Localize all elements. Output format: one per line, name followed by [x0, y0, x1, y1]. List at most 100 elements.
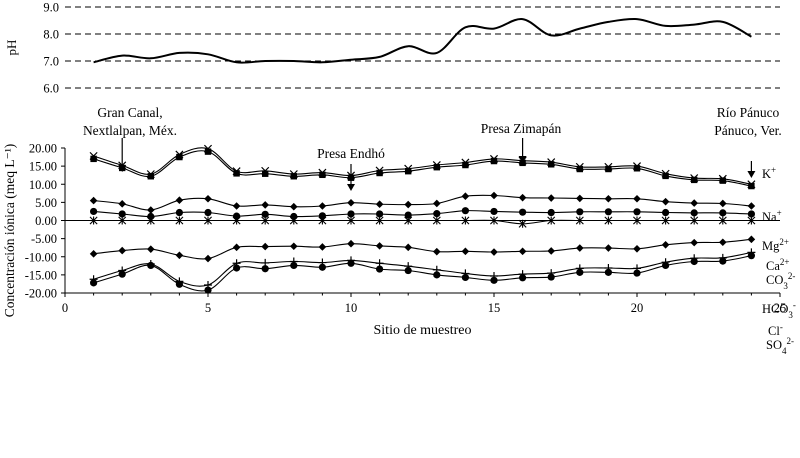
y-axis-label: Concentración iónica (meq L⁻¹)	[2, 144, 17, 317]
data-point-na	[147, 173, 154, 180]
data-point-hco	[347, 239, 355, 248]
data-point-so	[204, 286, 212, 294]
data-point-hco	[433, 247, 441, 256]
data-point-mg	[261, 201, 269, 209]
data-point-mg	[404, 200, 412, 209]
data-point-mg	[661, 197, 670, 206]
data-point-na	[405, 168, 412, 175]
data-point-co	[661, 216, 670, 225]
data-point-co	[232, 216, 241, 225]
data-point-co	[518, 219, 527, 228]
data-point-ca	[461, 207, 469, 215]
y-tick-label: 0.00	[35, 214, 57, 228]
y-tick-label: 20.00	[29, 142, 57, 156]
y-tick-label: 15.00	[29, 160, 57, 174]
data-point-co	[604, 216, 613, 225]
series-label-cl: Cl-	[768, 322, 783, 338]
data-point-so	[433, 271, 441, 279]
annotation-arrow-head	[118, 165, 127, 172]
data-point-hco	[661, 240, 670, 249]
data-point-mg	[690, 199, 698, 207]
y-tick-label: -5.00	[31, 232, 57, 246]
data-point-so	[490, 276, 498, 284]
data-point-mg	[89, 196, 98, 205]
data-point-mg	[719, 199, 727, 208]
annotation-label: Río Pánuco	[717, 105, 780, 120]
annotation-arrow-head	[347, 184, 355, 191]
data-point-ca	[633, 208, 641, 216]
data-point-mg	[204, 194, 212, 203]
data-point-mg	[118, 200, 126, 208]
data-point-so	[175, 280, 183, 288]
data-point-co	[175, 216, 184, 225]
data-point-na	[204, 148, 212, 155]
data-point-hco	[604, 244, 613, 252]
data-point-na	[90, 155, 97, 163]
data-point-mg	[375, 200, 384, 208]
y-tick-label: -10.00	[25, 250, 57, 264]
data-point-mg	[175, 196, 184, 204]
ph-y-tick-label: 9.0	[43, 1, 59, 15]
data-point-ca	[376, 210, 384, 218]
data-point-hco	[747, 235, 756, 244]
ph-y-tick-label: 6.0	[43, 82, 59, 96]
annotation-label: Presa Zimapán	[481, 121, 562, 136]
data-point-so	[604, 268, 613, 276]
data-point-mg	[604, 194, 613, 203]
data-point-hco	[404, 243, 412, 252]
data-point-so	[118, 270, 126, 278]
data-point-co	[146, 216, 155, 225]
data-point-hco	[633, 244, 641, 253]
data-point-hco	[232, 243, 241, 252]
ph-y-axis-label: pH	[4, 40, 19, 56]
data-point-ca	[118, 210, 126, 218]
data-point-so	[347, 259, 355, 267]
series-label-so: SO42-	[766, 336, 794, 356]
data-point-ca	[519, 208, 527, 216]
data-point-co	[89, 216, 98, 225]
data-point-co	[633, 216, 641, 225]
data-point-co	[347, 216, 355, 225]
data-point-co	[432, 216, 441, 225]
ph-y-tick-label: 7.0	[43, 55, 59, 69]
data-point-ca	[433, 210, 441, 218]
data-point-mg	[490, 191, 498, 200]
data-point-hco	[89, 250, 98, 258]
data-point-so	[519, 274, 527, 282]
data-point-so	[90, 279, 98, 287]
annotation-label: Presa Endhó	[317, 146, 385, 161]
data-point-hco	[461, 247, 470, 256]
data-point-hco	[118, 246, 126, 255]
annotation-label: Pánuco, Ver.	[714, 123, 782, 138]
y-tick-label: 5.00	[35, 196, 57, 210]
y-tick-label: -15.00	[25, 268, 57, 282]
data-point-mg	[547, 194, 555, 202]
data-point-so	[547, 273, 555, 281]
data-point-na	[262, 170, 269, 177]
data-point-ca	[604, 208, 613, 216]
data-point-na	[605, 165, 612, 173]
series-label-mg: Mg2+	[762, 237, 789, 253]
data-point-na	[290, 173, 297, 180]
data-point-ca	[747, 210, 756, 218]
annotation-arrow-head	[747, 171, 756, 178]
data-point-mg	[633, 194, 641, 203]
data-point-na	[319, 171, 326, 179]
data-point-so	[747, 252, 756, 260]
data-point-mg	[461, 192, 470, 201]
data-point-hco	[318, 243, 327, 251]
x-tick-label: 0	[62, 301, 68, 315]
series-label-co: CO32-	[766, 271, 795, 291]
data-point-mg	[347, 198, 355, 207]
series-label-na: Na+	[762, 208, 782, 224]
data-point-co	[289, 216, 298, 225]
series-label-hco: HCO3-	[762, 300, 796, 320]
data-point-co	[490, 216, 498, 225]
data-point-mg	[318, 202, 327, 210]
x-tick-label: 15	[488, 301, 501, 315]
data-point-mg	[433, 199, 441, 208]
series-line-co	[93, 219, 752, 225]
data-point-na	[490, 157, 498, 165]
data-point-so	[376, 265, 384, 273]
x-tick-label: 10	[345, 301, 358, 315]
